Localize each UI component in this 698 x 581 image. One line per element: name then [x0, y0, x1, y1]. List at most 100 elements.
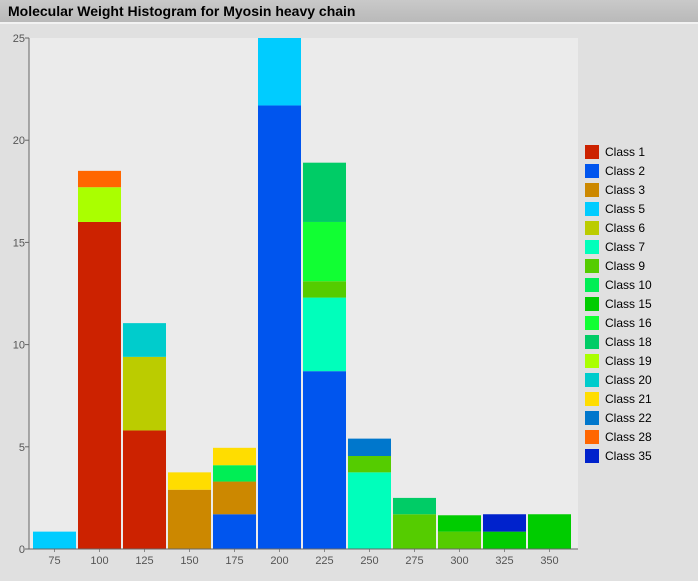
y-tick-label: 25: [13, 33, 25, 45]
legend-item: Class 35: [585, 446, 652, 465]
x-tick-label: 250: [360, 555, 378, 567]
chart-legend: Class 1 Class 2 Class 3 Class 5 Class 6 Class…: [585, 142, 652, 465]
bar-100-class-19: [78, 187, 121, 222]
legend-item: Class 16: [585, 313, 652, 332]
bar-225-class-9: [303, 281, 346, 298]
legend-item: Class 19: [585, 351, 652, 370]
page-title: Molecular Weight Histogram for Myosin he…: [8, 3, 356, 19]
bar-275-class-18: [393, 497, 436, 515]
legend-item: Class 22: [585, 408, 652, 427]
legend-label: Class 35: [605, 448, 652, 463]
legend-swatch: [585, 315, 599, 330]
x-tick-label: 75: [48, 555, 60, 567]
bar-225-class-18: [303, 162, 346, 222]
legend-swatch: [585, 372, 599, 387]
bar-250-class-22: [348, 438, 391, 456]
legend-item: Class 20: [585, 370, 652, 389]
bar-150-class-3: [168, 489, 211, 549]
legend-item: Class 2: [585, 161, 652, 180]
y-tick-label: 0: [19, 544, 25, 556]
bar-300-class-15: [438, 515, 481, 532]
legend-item: Class 18: [585, 332, 652, 351]
x-tick-label: 200: [270, 555, 288, 567]
legend-item: Class 5: [585, 199, 652, 218]
bar-350-class-15: [528, 514, 571, 549]
bar-225-class-7: [303, 297, 346, 372]
legend-swatch: [585, 353, 599, 368]
legend-swatch: [585, 220, 599, 235]
x-tick-label: 300: [450, 555, 468, 567]
legend-item: Class 7: [585, 237, 652, 256]
bar-325-class-15: [483, 531, 526, 549]
bar-225-class-2: [303, 371, 346, 549]
legend-item: Class 9: [585, 256, 652, 275]
bar-250-class-7: [348, 472, 391, 549]
legend-swatch: [585, 201, 599, 216]
y-tick-label: 20: [13, 135, 25, 147]
legend-label: Class 15: [605, 296, 652, 311]
x-tick-label: 350: [540, 555, 558, 567]
legend-label: Class 22: [605, 410, 652, 425]
x-tick-label: 125: [135, 555, 153, 567]
bar-175-class-10: [213, 465, 256, 482]
legend-item: Class 1: [585, 142, 652, 161]
x-tick-label: 150: [180, 555, 198, 567]
x-tick-label: 175: [225, 555, 243, 567]
bar-175-class-21: [213, 447, 256, 466]
bar-75-class-5: [33, 531, 76, 549]
legend-swatch: [585, 448, 599, 463]
legend-label: Class 2: [605, 163, 646, 178]
legend-swatch: [585, 429, 599, 444]
bar-250-class-9: [348, 455, 391, 473]
bar-150-class-21: [168, 472, 211, 490]
legend-swatch: [585, 182, 599, 197]
legend-label: Class 21: [605, 391, 652, 406]
y-tick-label: 5: [19, 442, 25, 454]
bar-125-class-1: [123, 430, 166, 549]
legend-label: Class 28: [605, 429, 652, 444]
legend-label: Class 1: [605, 144, 646, 159]
bar-275-class-9: [393, 514, 436, 549]
bar-175-class-2: [213, 514, 256, 549]
legend-label: Class 9: [605, 258, 646, 273]
legend-label: Class 6: [605, 220, 646, 235]
x-tick-label: 225: [315, 555, 333, 567]
title-bar: Molecular Weight Histogram for Myosin he…: [0, 0, 698, 24]
bar-125-class-6: [123, 356, 166, 431]
legend-swatch: [585, 277, 599, 292]
legend-swatch: [585, 410, 599, 425]
legend-label: Class 5: [605, 201, 646, 216]
bar-125-class-20: [123, 323, 166, 357]
legend-label: Class 3: [605, 182, 646, 197]
bar-100-class-1: [78, 221, 121, 549]
legend-item: Class 6: [585, 218, 652, 237]
legend-label: Class 10: [605, 277, 652, 292]
legend-swatch: [585, 296, 599, 311]
bar-100-class-28: [78, 170, 121, 188]
legend-item: Class 10: [585, 275, 652, 294]
bar-175-class-3: [213, 481, 256, 515]
legend-item: Class 3: [585, 180, 652, 199]
legend-label: Class 16: [605, 315, 652, 330]
legend-swatch: [585, 391, 599, 406]
legend-swatch: [585, 239, 599, 254]
histogram-chart: 75 100 125 150 175 200 225 250 275 300 325 350 0 5 10 1…: [13, 33, 578, 567]
x-tick-label: 325: [495, 555, 513, 567]
x-tick-label: 275: [405, 555, 423, 567]
legend-item: Class 28: [585, 427, 652, 446]
legend-item: Class 15: [585, 294, 652, 313]
legend-swatch: [585, 163, 599, 178]
legend-label: Class 7: [605, 239, 646, 254]
y-tick-label: 10: [13, 340, 25, 352]
y-tick-label: 15: [13, 237, 25, 249]
x-tick-label: 100: [90, 555, 108, 567]
legend-label: Class 19: [605, 353, 652, 368]
legend-label: Class 18: [605, 334, 652, 349]
bar-225-class-16: [303, 221, 346, 282]
bar-200-class-5: [258, 38, 301, 106]
bar-300-class-9: [438, 531, 481, 549]
legend-swatch: [585, 334, 599, 349]
legend-item: Class 21: [585, 389, 652, 408]
legend-label: Class 20: [605, 372, 652, 387]
legend-swatch: [585, 144, 599, 159]
